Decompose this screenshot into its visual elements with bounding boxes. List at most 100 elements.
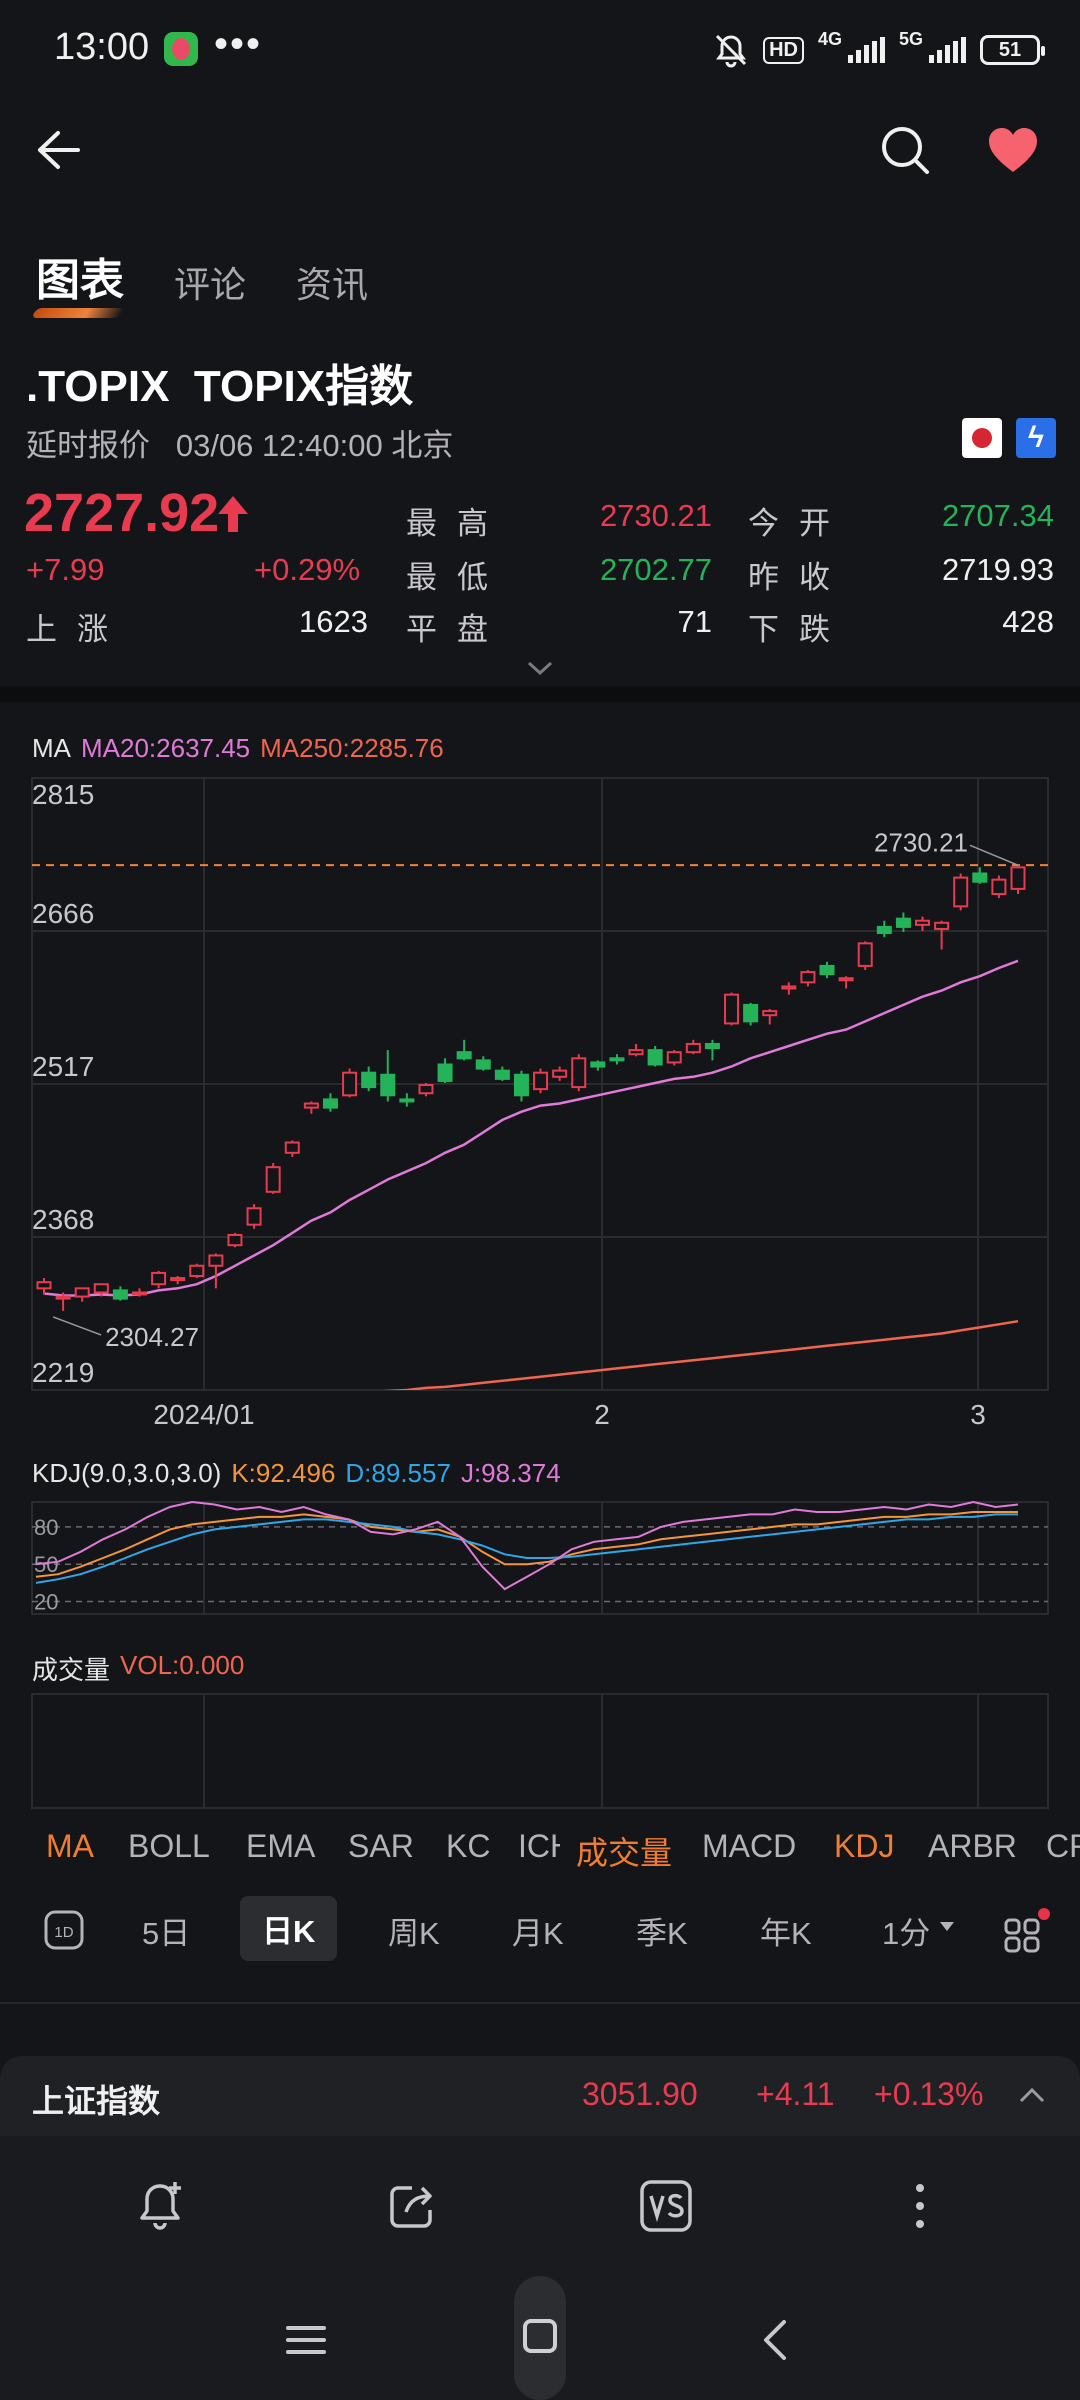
chart-area[interactable]: 2815 2666 2517 2368 2219 2024/01 2 3 2730.21 230… [0, 760, 1080, 1820]
share-icon [390, 2186, 432, 2228]
high-value: 2730.21 [599, 498, 712, 533]
expand-chevron-icon[interactable] [526, 660, 554, 678]
kdj-tick-label: 80 [34, 1515, 58, 1540]
candle-body [552, 1069, 568, 1078]
dropdown-caret-icon [940, 1922, 954, 1931]
candle-body [533, 1071, 549, 1091]
system-nav-bar [0, 2276, 1080, 2400]
quote-datetime: 03/06 12:40:00 北京 [175, 428, 454, 463]
period-day-k[interactable]: 日K [240, 1896, 338, 1961]
candle-body [322, 1098, 338, 1109]
candle-body [74, 1287, 90, 1298]
current-price: 2727.92 [24, 483, 220, 543]
x-tick-label: 2024/01 [153, 1399, 254, 1430]
candle-body [342, 1071, 358, 1097]
tab-comments[interactable]: 评论 [174, 264, 247, 305]
y-tick-label: 2219 [32, 1357, 94, 1388]
indicator-row: MA BOLL EMA SAR KC ICH 成交量 MACD KDJ ARBR… [0, 1822, 1080, 1878]
x-tick-label: 2 [594, 1399, 610, 1430]
candle-body [131, 1291, 147, 1296]
period-week-k[interactable]: 周K [388, 1916, 440, 1951]
period-quarter-k[interactable]: 季K [636, 1916, 688, 1951]
period-year-k[interactable]: 年K [760, 1916, 812, 1951]
index-change: +4.11 [756, 2076, 835, 2112]
tab-chart[interactable]: 图表 [36, 244, 124, 308]
search-button[interactable] [870, 115, 940, 185]
more-notifications-icon: ••• [214, 22, 263, 66]
candle-body [972, 872, 988, 883]
indicator-ma[interactable]: MA [46, 1828, 94, 1864]
chevron-up-icon[interactable] [1018, 2086, 1046, 2104]
top-bar [0, 110, 1080, 190]
indicator-ich[interactable]: ICH [518, 1828, 560, 1864]
tab-bar: 图表 评论 资讯 [36, 248, 368, 308]
indicator-kdj[interactable]: KDJ [834, 1828, 895, 1864]
indicator-kc[interactable]: KC [446, 1828, 491, 1864]
period-divider [0, 2002, 1080, 2004]
favorite-button[interactable] [978, 115, 1048, 185]
more-button[interactable] [890, 2176, 950, 2236]
candle-body [571, 1057, 587, 1089]
one-day-icon[interactable]: 1D [44, 1910, 84, 1950]
prev-close-label: 昨收 [748, 560, 850, 595]
indicator-volume[interactable]: 成交量 [576, 1835, 673, 1871]
share-button[interactable] [382, 2176, 442, 2236]
alert-button[interactable] [130, 2176, 190, 2236]
low-value: 2702.77 [599, 552, 712, 587]
recent-apps-button[interactable] [282, 2316, 330, 2364]
min-pointer-line [52, 1316, 102, 1336]
one-day-icon-label: 1D [54, 1924, 73, 1941]
candle-body [475, 1059, 491, 1070]
lightning-icon[interactable]: ϟ [1016, 418, 1056, 458]
candle-body [876, 925, 892, 935]
kdj-frame [31, 1501, 1049, 1615]
back-button[interactable] [22, 115, 92, 185]
candle-body [227, 1233, 243, 1247]
compare-button[interactable] [636, 2176, 696, 2236]
max-price-label: 2730.21 [874, 827, 968, 857]
ma250-legend: MA250:2285.76 [260, 733, 444, 763]
period-1min[interactable]: 1分 [882, 1916, 931, 1951]
indicator-ema[interactable]: EMA [246, 1828, 316, 1864]
indicator-sar[interactable]: SAR [348, 1828, 414, 1864]
arrow-up-icon [218, 496, 248, 532]
bell-plus-icon [140, 2182, 181, 2230]
candle-body [590, 1061, 606, 1068]
network-4g-label: 4G [817, 29, 842, 49]
ma-legend: MA MA20:2637.45 MA250:2285.76 [32, 733, 444, 764]
y-tick-label: 2368 [32, 1204, 94, 1235]
status-bar: 13:00 ••• HD 4G 5G 51 [0, 0, 1080, 100]
signal-icon [847, 37, 885, 63]
indicator-macd[interactable]: MACD [702, 1828, 797, 1864]
volume-value: VOL:0.000 [120, 1650, 245, 1680]
kdj-j-line [35, 1500, 1019, 1591]
grid-menu-button[interactable] [1000, 1906, 1050, 1956]
indicator-arbr[interactable]: ARBR [928, 1828, 1017, 1864]
network-5g-label: 5G [898, 29, 923, 49]
candle-body [151, 1271, 167, 1286]
index-ticker-bar[interactable]: 上证指数 3051.90 +4.11 +0.13% [0, 2056, 1080, 2136]
period-5d[interactable]: 5日 [142, 1916, 191, 1951]
candle-body [456, 1051, 472, 1060]
heart-icon [989, 128, 1037, 172]
more-vertical-icon [916, 2184, 924, 2228]
vs-icon [640, 2180, 692, 2232]
bell-off-icon [716, 34, 747, 68]
section-divider [0, 686, 1080, 702]
status-time: 13:00 [54, 26, 150, 68]
stock-name: TOPIX指数 [193, 362, 414, 411]
status-icons: HD 4G 5G 51 [713, 29, 1045, 70]
app-notification-icon [164, 32, 198, 66]
period-month-k[interactable]: 月K [512, 1916, 564, 1951]
home-button[interactable] [514, 2276, 566, 2400]
indicator-cr[interactable]: CR [1046, 1828, 1080, 1864]
nav-back-button[interactable] [752, 2316, 800, 2364]
candle-body [112, 1289, 128, 1300]
candle-body [724, 993, 740, 1025]
ma-legend-title: MA [32, 733, 71, 763]
candle-body [170, 1277, 186, 1282]
candle-body [494, 1069, 510, 1080]
candle-body [685, 1042, 701, 1054]
indicator-boll[interactable]: BOLL [128, 1828, 210, 1864]
tab-news[interactable]: 资讯 [296, 264, 369, 305]
